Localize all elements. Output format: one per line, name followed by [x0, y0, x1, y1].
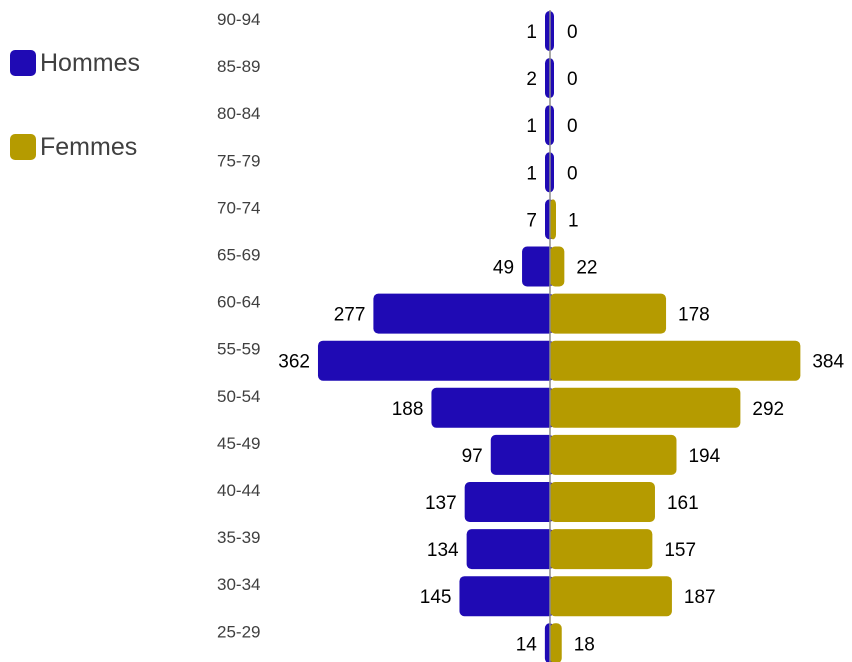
category-label: 60-64 — [217, 293, 260, 312]
category-label: 30-34 — [217, 575, 260, 594]
data-label-hommes: 134 — [427, 540, 459, 561]
data-label-hommes: 137 — [425, 493, 457, 514]
category-label: 65-69 — [217, 246, 260, 265]
category-label: 35-39 — [217, 528, 260, 547]
category-label: 25-29 — [217, 622, 260, 641]
data-label-hommes: 2 — [526, 69, 537, 90]
legend-label-femmes: Femmes — [40, 132, 138, 161]
bar-femmes — [550, 199, 556, 240]
legend-swatch-hommes — [10, 50, 36, 76]
data-label-femmes: 0 — [567, 69, 578, 90]
data-label-femmes: 161 — [667, 493, 699, 514]
category-label: 80-84 — [217, 104, 260, 123]
legend-item-hommes: Hommes — [10, 44, 140, 82]
category-label: 55-59 — [217, 340, 260, 359]
bar-hommes — [490, 434, 554, 475]
category-label: 90-94 — [217, 10, 260, 29]
data-label-femmes: 0 — [567, 116, 578, 137]
bar-femmes — [550, 529, 653, 570]
bar-hommes — [431, 387, 554, 428]
bar-hommes — [459, 576, 554, 617]
data-label-hommes: 14 — [516, 634, 538, 655]
legend-item-femmes: Femmes — [10, 128, 140, 166]
data-label-hommes: 1 — [526, 22, 537, 43]
bar-hommes — [373, 293, 554, 334]
legend-swatch-femmes — [10, 134, 36, 160]
data-label-femmes: 292 — [752, 399, 784, 420]
data-label-femmes: 18 — [574, 634, 595, 655]
data-label-hommes: 188 — [392, 399, 424, 420]
bar-hommes — [522, 246, 554, 287]
data-label-femmes: 178 — [678, 305, 710, 326]
data-label-hommes: 362 — [278, 352, 310, 373]
data-label-hommes: 97 — [462, 446, 483, 467]
legend-label-hommes: Hommes — [40, 48, 141, 77]
data-label-femmes: 22 — [576, 258, 597, 279]
bar-femmes — [550, 246, 565, 287]
legend: Hommes Femmes — [10, 44, 140, 212]
bar-femmes — [550, 434, 677, 475]
data-label-femmes: 1 — [568, 210, 579, 231]
bar-femmes — [550, 482, 655, 522]
data-label-hommes: 49 — [493, 258, 514, 279]
bar-femmes — [550, 576, 672, 617]
bar-femmes — [550, 293, 667, 334]
data-label-femmes: 157 — [664, 540, 696, 561]
bar-hommes — [466, 529, 554, 570]
data-label-hommes: 1 — [526, 116, 537, 137]
data-label-hommes: 277 — [334, 305, 366, 326]
bar-hommes — [464, 482, 554, 522]
category-label: 50-54 — [217, 387, 260, 406]
data-label-hommes: 7 — [526, 210, 537, 231]
category-label: 75-79 — [217, 151, 260, 170]
category-label: 45-49 — [217, 434, 260, 453]
data-label-hommes: 145 — [420, 587, 452, 608]
category-label: 70-74 — [217, 198, 260, 217]
data-label-femmes: 384 — [812, 352, 844, 373]
bar-femmes — [550, 623, 562, 662]
data-label-femmes: 187 — [684, 587, 716, 608]
data-label-femmes: 0 — [567, 163, 578, 184]
data-label-hommes: 1 — [526, 163, 537, 184]
category-label: 85-89 — [217, 57, 260, 76]
bar-femmes — [550, 387, 741, 428]
bar-femmes — [550, 340, 801, 381]
data-label-femmes: 194 — [688, 446, 720, 467]
category-label: 40-44 — [217, 481, 260, 500]
bar-hommes — [317, 340, 554, 381]
data-label-femmes: 0 — [567, 22, 578, 43]
